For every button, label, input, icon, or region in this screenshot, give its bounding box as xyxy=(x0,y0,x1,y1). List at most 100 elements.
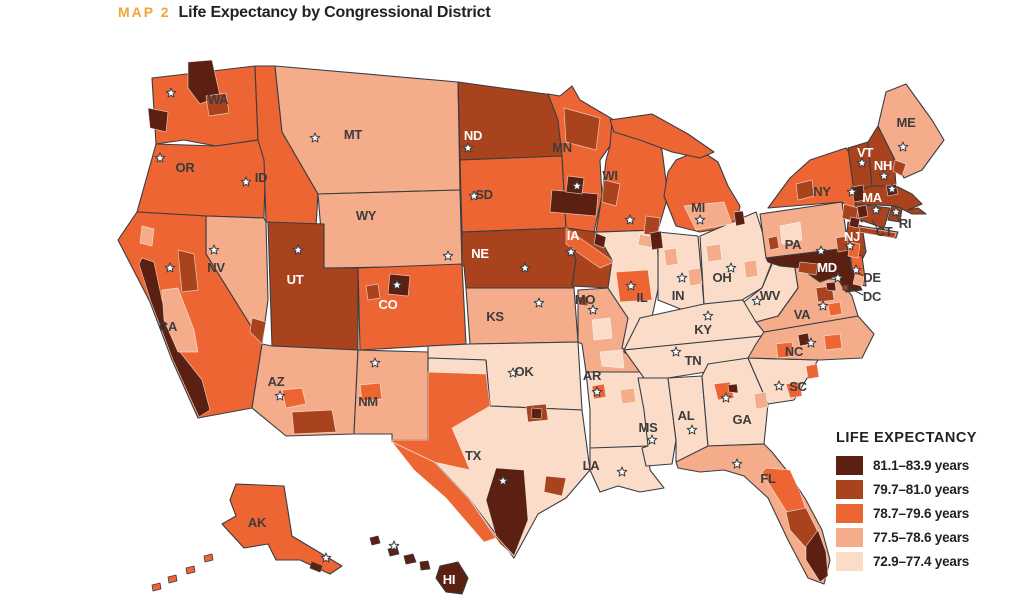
island xyxy=(151,582,162,592)
legend-label: 81.1–83.9 years xyxy=(873,458,970,473)
capital-star-ne xyxy=(519,262,531,273)
state-mi xyxy=(609,113,715,159)
state-label-wa: WA xyxy=(208,92,229,107)
state-label-nh: NH xyxy=(874,158,892,173)
state-labels-layer: WA OR ID MT WY NV CA UT CO AZ NM ND SD NE KS OK TX MN IA MO… xyxy=(159,92,916,587)
island xyxy=(185,565,196,575)
district-patch xyxy=(619,387,637,405)
district-patch xyxy=(291,409,337,435)
state-label-ky: KY xyxy=(694,322,712,337)
legend-swatch xyxy=(836,480,863,499)
district-patch xyxy=(601,179,621,207)
state-label-ar: AR xyxy=(583,368,602,383)
district-patch xyxy=(827,301,843,317)
state-label-ca: CA xyxy=(159,319,178,334)
state-label-az: AZ xyxy=(268,374,285,389)
district-patch xyxy=(856,204,869,219)
state-ak xyxy=(221,483,343,575)
capital-star-ar xyxy=(591,386,603,397)
capital-star-nd xyxy=(462,142,474,153)
capital-star-ok xyxy=(507,367,519,378)
capital-star-nm xyxy=(369,357,381,368)
legend-swatch xyxy=(836,456,863,475)
district-patch xyxy=(577,295,589,307)
legend-item: 81.1–83.9 years xyxy=(836,456,1011,475)
capital-star-nv xyxy=(208,244,220,255)
legend-label: 72.9–77.4 years xyxy=(873,554,970,569)
state-label-me: ME xyxy=(897,115,917,130)
legend-item: 77.5–78.6 years xyxy=(836,528,1011,547)
district-patch xyxy=(365,283,381,301)
state-label-mn: MN xyxy=(552,140,572,155)
capital-star-wa xyxy=(165,87,177,98)
island xyxy=(369,535,381,546)
district-patch xyxy=(391,371,491,471)
island xyxy=(167,574,178,584)
district-patch xyxy=(281,387,307,409)
figure-kicker: MAP 2 xyxy=(118,4,171,20)
state-label-ok: OK xyxy=(515,364,535,379)
capital-star-la xyxy=(616,466,628,477)
state-label-mo: MO xyxy=(575,292,596,307)
state-label-il: IL xyxy=(637,290,648,305)
state-wv xyxy=(743,257,799,323)
state-label-nv: NV xyxy=(207,260,225,275)
state-label-ne: NE xyxy=(471,246,489,261)
district-patch xyxy=(775,341,795,359)
state-hi xyxy=(435,561,469,595)
state-label-ri: RI xyxy=(899,216,911,231)
capital-star-sc xyxy=(773,380,785,391)
state-label-mi: MI xyxy=(691,200,705,215)
legend-items: 81.1–83.9 years 79.7–81.0 years 78.7–79.6 … xyxy=(836,456,1011,571)
state-label-sd: SD xyxy=(475,187,492,202)
state-label-al: AL xyxy=(678,408,695,423)
district-patch xyxy=(779,221,803,245)
district-patch xyxy=(848,216,861,229)
capital-star-ut xyxy=(292,244,304,255)
capital-star-ma xyxy=(886,183,898,194)
state-label-mt: MT xyxy=(344,127,363,142)
island xyxy=(309,561,323,573)
district-patch xyxy=(530,407,543,420)
state-label-id: ID xyxy=(255,170,267,185)
state-label-ut: UT xyxy=(287,272,304,287)
state-label-ga: GA xyxy=(733,412,753,427)
state-label-vt: VT xyxy=(857,145,873,160)
capital-star-tn xyxy=(670,346,682,357)
legend-item: 78.7–79.6 years xyxy=(836,504,1011,523)
district-patch xyxy=(663,247,679,267)
district-patch xyxy=(858,226,897,239)
state-label-la: LA xyxy=(583,458,601,473)
capital-star-hi xyxy=(388,540,400,551)
state-label-hi: HI xyxy=(443,572,455,587)
state-label-va: VA xyxy=(794,307,811,322)
district-patch xyxy=(147,107,169,133)
capital-star-ri xyxy=(890,206,902,217)
legend-swatch xyxy=(836,552,863,571)
capital-star-mt xyxy=(309,132,321,143)
state-label-nj: NJ xyxy=(844,229,860,244)
capital-star-me xyxy=(897,141,909,152)
state-label-in: IN xyxy=(672,288,684,303)
capital-star-al xyxy=(686,424,698,435)
capital-star-id xyxy=(240,176,252,187)
district-patch xyxy=(823,333,843,351)
capital-star-il xyxy=(625,280,637,291)
state-label-md: MD xyxy=(817,260,837,275)
district-patch xyxy=(797,261,819,276)
leader-line-dc xyxy=(848,287,864,296)
state-label-ak: AK xyxy=(248,515,267,530)
state-label-fl: FL xyxy=(760,471,776,486)
capital-star-ga xyxy=(720,392,732,403)
state-label-or: OR xyxy=(176,160,196,175)
capital-star-nh xyxy=(878,170,890,181)
state-label-nc: NC xyxy=(785,344,804,359)
state-label-nm: NM xyxy=(358,394,378,409)
capital-star-ky xyxy=(702,310,714,321)
district-patch xyxy=(177,249,199,293)
capital-star-ny xyxy=(846,186,858,197)
island xyxy=(403,553,417,565)
capital-star-fl xyxy=(731,458,743,469)
